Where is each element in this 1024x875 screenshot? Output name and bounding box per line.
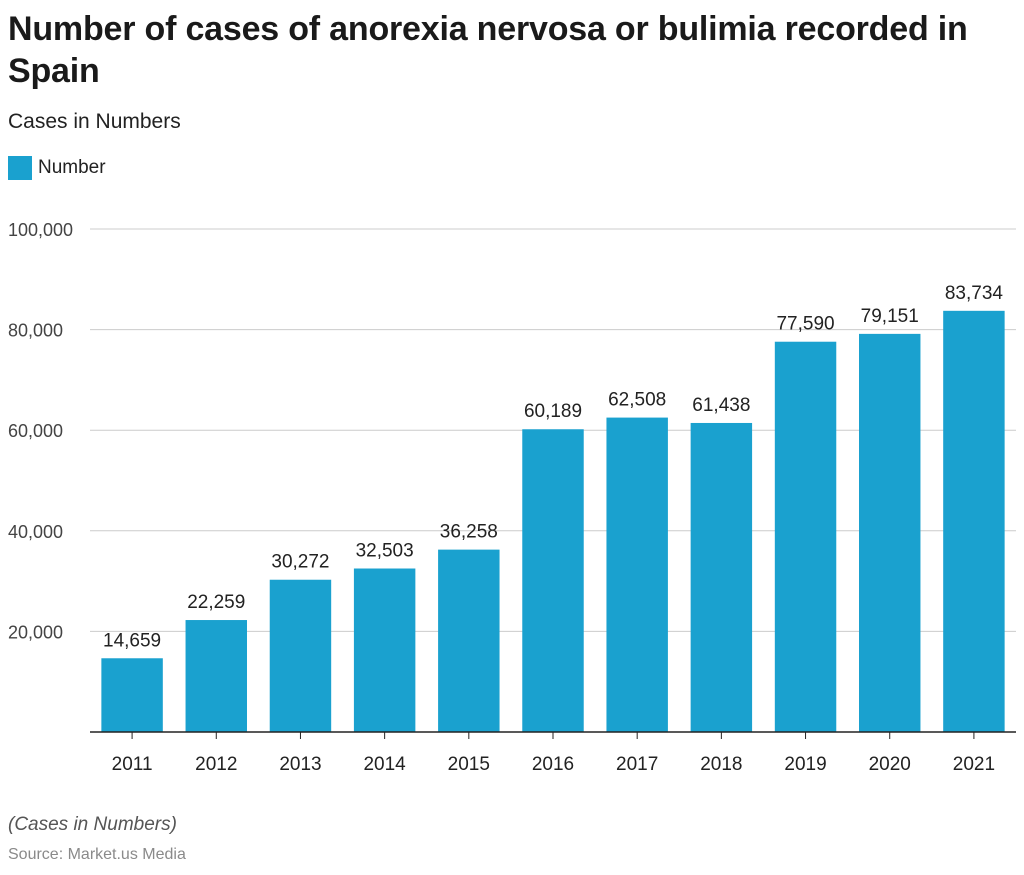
x-tick-label: 2018 xyxy=(700,754,742,775)
bar xyxy=(185,620,247,732)
y-tick-label: 100,000 xyxy=(8,220,73,240)
x-tick-label: 2019 xyxy=(784,754,826,775)
x-tick-label: 2015 xyxy=(448,754,490,775)
bar xyxy=(438,549,500,732)
chart-title: Number of cases of anorexia nervosa or b… xyxy=(8,10,968,90)
legend-swatch xyxy=(8,156,32,180)
data-label: 32,503 xyxy=(356,541,414,562)
chart-subtitle: Cases in Numbers xyxy=(8,110,181,133)
y-tick-label: 60,000 xyxy=(8,421,63,441)
x-tick-label: 2012 xyxy=(195,754,237,775)
data-label: 36,258 xyxy=(440,522,498,543)
y-tick-label: 20,000 xyxy=(8,622,63,642)
bar xyxy=(774,341,837,732)
data-label: 14,659 xyxy=(103,630,161,651)
data-label: 77,590 xyxy=(776,314,834,335)
x-tick-label: 2014 xyxy=(363,754,406,775)
x-tick-label: 2011 xyxy=(112,754,153,775)
data-label: 62,508 xyxy=(608,390,666,411)
data-label: 30,272 xyxy=(271,552,329,573)
y-tick-label: 40,000 xyxy=(8,522,63,542)
bar xyxy=(353,568,416,732)
bar xyxy=(269,579,332,732)
bar xyxy=(690,422,753,732)
legend: Number xyxy=(8,156,106,180)
data-label: 22,259 xyxy=(187,592,245,613)
bar xyxy=(859,333,921,732)
data-label: 79,151 xyxy=(861,306,919,327)
legend-label: Number xyxy=(38,157,106,178)
x-tick-label: 2020 xyxy=(869,754,911,775)
data-label: 61,438 xyxy=(692,395,750,416)
x-tick-label: 2017 xyxy=(616,754,658,775)
x-tick-label: 2013 xyxy=(279,754,321,775)
source-note: Source: Market.us Media xyxy=(8,846,186,863)
y-tick-label: 80,000 xyxy=(8,321,63,341)
bar xyxy=(606,417,668,732)
data-label: 60,189 xyxy=(524,401,582,422)
chart-footnote: (Cases in Numbers) xyxy=(8,814,177,835)
bar xyxy=(101,658,163,732)
x-tick-label: 2016 xyxy=(532,754,574,775)
data-label: 83,734 xyxy=(945,283,1004,304)
x-tick-label: 2021 xyxy=(953,754,995,775)
bar xyxy=(943,310,1005,732)
bar xyxy=(522,429,584,732)
